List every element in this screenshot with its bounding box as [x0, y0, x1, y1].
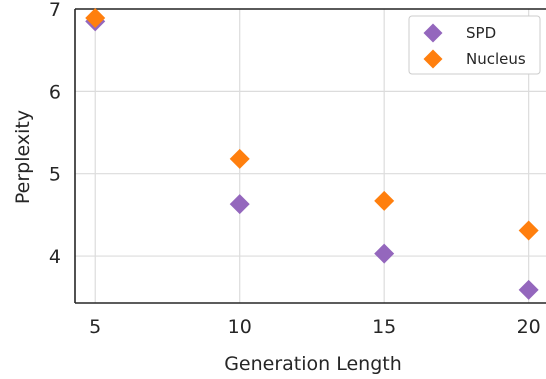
point-spd-20 — [518, 279, 539, 300]
legend-marker-spd — [423, 23, 443, 43]
point-nucleus-20 — [518, 220, 539, 241]
y-axis-title: Perplexity — [12, 110, 34, 204]
x-tick-label-20: 20 — [517, 316, 541, 338]
x-tick-labels: 5 10 15 20 — [89, 316, 541, 338]
legend: SPD Nucleus — [408, 15, 541, 75]
legend-marker-nucleus — [423, 49, 443, 69]
x-tick-label-15: 15 — [372, 316, 396, 338]
y-tick-label-5: 5 — [49, 164, 61, 186]
data-points — [85, 8, 539, 300]
y-tick-labels: 4 5 6 7 — [49, 0, 61, 268]
point-nucleus-5 — [85, 8, 106, 29]
point-spd-10 — [229, 194, 250, 215]
axis-spines — [74, 8, 546, 304]
x-tick-label-10: 10 — [228, 316, 252, 338]
y-tick-label-6: 6 — [49, 81, 61, 103]
point-nucleus-15 — [374, 190, 395, 211]
y-tick-label-4: 4 — [49, 246, 61, 268]
x-tick-label-5: 5 — [89, 316, 101, 338]
legend-label-spd: SPD — [466, 24, 496, 42]
point-spd-15 — [374, 243, 395, 264]
y-tick-label-7: 7 — [49, 0, 61, 21]
x-axis-title: Generation Length — [224, 353, 402, 375]
point-nucleus-10 — [229, 148, 250, 169]
legend-label-nucleus: Nucleus — [466, 50, 526, 68]
